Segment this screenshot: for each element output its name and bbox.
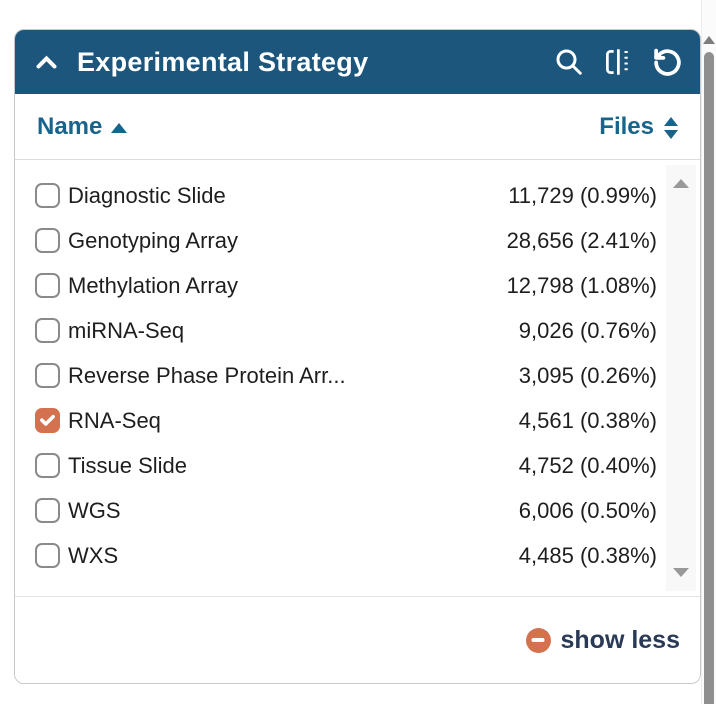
- sort-by-files-button[interactable]: Files: [599, 113, 678, 141]
- sort-both-icon: [664, 116, 678, 139]
- search-facet-button[interactable]: [554, 47, 584, 77]
- reset-facet-button[interactable]: [652, 47, 683, 78]
- facet-item-files: 6,006 (0.50%): [518, 497, 657, 523]
- show-less-button[interactable]: show less: [525, 625, 681, 655]
- facet-row: Reverse Phase Protein Arr... 3,095 (0.26…: [15, 353, 700, 398]
- facet-row: miRNA-Seq 9,026 (0.76%): [15, 308, 700, 353]
- facet-title: Experimental Strategy: [77, 46, 369, 77]
- facet-row: Diagnostic Slide 11,729 (0.99%): [15, 173, 700, 218]
- facet-item-label[interactable]: Methylation Array: [68, 272, 238, 298]
- facet-checkbox[interactable]: [35, 453, 60, 478]
- facet-item-files: 9,026 (0.76%): [518, 317, 657, 343]
- facet-checkbox[interactable]: [35, 543, 60, 568]
- facet-item-label[interactable]: Diagnostic Slide: [68, 182, 226, 208]
- facet-checkbox[interactable]: [35, 183, 60, 208]
- facet-item-files: 12,798 (1.08%): [506, 272, 657, 298]
- facet-sort-row: Name Files: [15, 94, 700, 160]
- experimental-strategy-facet: Experimental Strategy: [14, 29, 701, 684]
- facet-item-files: 28,656 (2.41%): [506, 227, 657, 253]
- reset-icon: [654, 48, 681, 76]
- page-scroll-up-icon[interactable]: [703, 36, 715, 44]
- page-scrollbar[interactable]: [701, 0, 716, 704]
- facet-item-files: 3,095 (0.26%): [518, 362, 657, 388]
- facet-checkbox[interactable]: [35, 408, 60, 433]
- facet-checkbox[interactable]: [35, 228, 60, 253]
- facet-item-label[interactable]: Genotyping Array: [68, 227, 238, 253]
- sort-ascending-icon: [111, 123, 128, 133]
- facet-checkbox[interactable]: [35, 498, 60, 523]
- flip-name-id-button[interactable]: [603, 47, 633, 77]
- facet-item-label[interactable]: WXS: [68, 542, 119, 568]
- facet-item-label[interactable]: Reverse Phase Protein Arr...: [68, 362, 346, 388]
- facet-row: Genotyping Array 28,656 (2.41%): [15, 218, 700, 263]
- check-icon: [40, 414, 55, 426]
- facet-item-files: 4,561 (0.38%): [518, 407, 657, 433]
- show-less-label: show less: [560, 625, 681, 654]
- chevron-up-icon: [36, 55, 57, 69]
- facet-header-actions: [554, 47, 683, 78]
- list-scrollbar[interactable]: [666, 165, 696, 591]
- facet-item-files: 4,485 (0.38%): [518, 542, 657, 568]
- facet-item-label[interactable]: WGS: [68, 497, 121, 523]
- collapse-facet-button[interactable]: [33, 51, 60, 73]
- sort-name-label: Name: [37, 112, 103, 140]
- flip-icon: [606, 49, 628, 75]
- facet-item-files: 11,729 (0.99%): [508, 182, 657, 208]
- facet-checkbox[interactable]: [35, 273, 60, 298]
- facet-list: Diagnostic Slide 11,729 (0.99%) Genotypi…: [15, 160, 700, 596]
- facet-item-label[interactable]: RNA-Seq: [68, 407, 161, 433]
- facet-rows: Diagnostic Slide 11,729 (0.99%) Genotypi…: [15, 160, 700, 578]
- facet-checkbox[interactable]: [35, 363, 60, 388]
- facet-footer: show less: [15, 596, 700, 683]
- search-icon: [556, 49, 582, 75]
- facet-item-label[interactable]: miRNA-Seq: [68, 317, 185, 343]
- facet-row: WGS 6,006 (0.50%): [15, 488, 700, 533]
- facet-row: RNA-Seq 4,561 (0.38%): [15, 398, 700, 443]
- sort-files-label: Files: [599, 112, 654, 140]
- facet-item-files: 4,752 (0.40%): [518, 452, 657, 478]
- sort-by-name-button[interactable]: Name: [37, 112, 128, 141]
- facet-item-label[interactable]: Tissue Slide: [68, 452, 188, 478]
- page-scrollbar-thumb[interactable]: [704, 52, 714, 704]
- scroll-down-icon[interactable]: [673, 568, 689, 577]
- facet-row: Tissue Slide 4,752 (0.40%): [15, 443, 700, 488]
- scroll-up-icon[interactable]: [673, 179, 689, 188]
- facet-header: Experimental Strategy: [15, 30, 700, 94]
- facet-checkbox[interactable]: [35, 318, 60, 343]
- facet-row: Methylation Array 12,798 (1.08%): [15, 263, 700, 308]
- minus-circle-icon: [525, 627, 551, 653]
- facet-row: WXS 4,485 (0.38%): [15, 533, 700, 578]
